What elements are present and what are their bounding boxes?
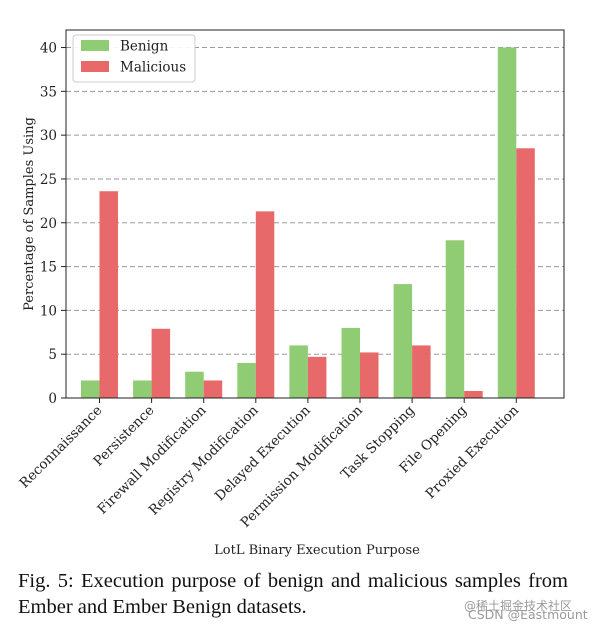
x-tick-label: Delayed Execution (212, 402, 314, 504)
bar-benign (237, 362, 256, 398)
x-tick-label: Reconnaissance (16, 403, 105, 492)
bar-benign (497, 47, 517, 399)
y-tick-label: 25 (40, 172, 57, 188)
y-tick-label: 30 (40, 128, 57, 144)
legend: Benign Malicious (72, 34, 196, 83)
legend-label: Malicious (120, 60, 186, 76)
bar-malicious (516, 148, 535, 398)
y-tick-label: 15 (40, 260, 57, 276)
legend-label: Benign (120, 39, 169, 55)
y-axis: 0 5 10 15 20 25 30 35 40 (40, 41, 66, 407)
watermark-csdn: CSDN @Eastmount (468, 607, 588, 622)
watermark-juejin: @稀土掘金技术社区 (464, 599, 573, 613)
bar-benign (289, 345, 308, 398)
bar-malicious (412, 345, 431, 398)
x-tick-label: Proxied Execution (423, 402, 523, 502)
bar-benign (393, 284, 413, 398)
bar-malicious (464, 390, 483, 398)
bar-malicious (151, 328, 171, 398)
bar-benign (185, 371, 204, 398)
plot-frame (65, 29, 565, 399)
bar-benign (81, 380, 100, 398)
figure-caption: Fig. 5: Execution purpose of benign and … (18, 570, 568, 618)
y-tick-label: 40 (40, 41, 57, 57)
bar-malicious (203, 380, 223, 398)
bar-malicious (99, 191, 118, 398)
bar-malicious (307, 356, 327, 398)
legend-swatch (81, 40, 109, 51)
grid-lines (66, 47, 564, 399)
bars-group (81, 47, 535, 399)
y-tick-label: 5 (48, 347, 57, 363)
y-axis-label: Percentage of Samples Using (22, 117, 37, 311)
y-tick-label: 0 (48, 391, 57, 407)
bar-malicious (360, 352, 379, 398)
bar-malicious (255, 211, 275, 398)
y-tick-label: 10 (40, 303, 57, 319)
bar-benign (445, 240, 465, 398)
x-axis-label: LotL Binary Execution Purpose (214, 543, 420, 558)
bar-benign (341, 327, 360, 398)
y-tick-label: 35 (40, 84, 57, 100)
bar-benign (133, 380, 152, 398)
y-tick-label: 20 (40, 216, 57, 232)
legend-swatch (81, 61, 109, 72)
